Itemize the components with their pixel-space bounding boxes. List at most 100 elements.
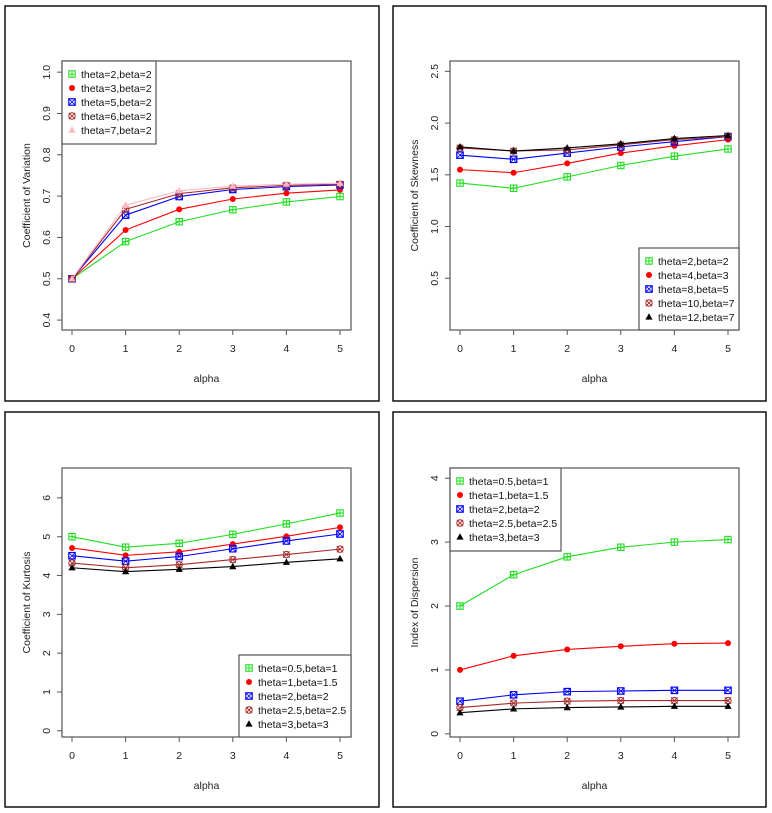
legend-item: theta=0.5,beta=1 xyxy=(245,663,338,675)
marker-ring xyxy=(245,706,253,714)
legend-marker xyxy=(456,505,464,513)
series-line xyxy=(459,148,729,189)
marker-triangle xyxy=(175,186,183,194)
data-point xyxy=(510,147,518,154)
y-tick-label: 0.9 xyxy=(41,106,53,121)
legend-marker xyxy=(245,706,253,714)
data-point xyxy=(616,687,625,695)
y-axis: 0 1 2 3 4 Index of Dispersion xyxy=(409,475,450,737)
marker-ring xyxy=(282,550,291,559)
marker-circle xyxy=(510,652,517,659)
y-tick-label: 1 xyxy=(41,689,53,695)
legend: theta=2,beta=2 theta=4,beta=3 theta=8,beta… xyxy=(638,247,740,331)
x-tick-label: 0 xyxy=(69,343,75,355)
x-tick-label: 5 xyxy=(337,750,343,762)
marker-triangle xyxy=(456,143,464,150)
x-axis-label: alpha xyxy=(582,780,608,792)
data-point xyxy=(670,134,678,142)
legend-item: theta=8,beta=5 xyxy=(645,284,729,296)
data-point xyxy=(510,705,518,712)
marker-triangle xyxy=(456,708,464,716)
legend-item: theta=10,beta=7 xyxy=(645,298,735,310)
marker-x-b xyxy=(510,155,518,163)
x-tick-label: 4 xyxy=(671,343,677,355)
legend-marker xyxy=(457,492,463,498)
legend-marker xyxy=(245,720,253,727)
legend-box xyxy=(61,60,157,145)
chart-panel-4: 0 1 2 3 4 5 alpha 0 1 2 3 4 Index of Dispersion theta… xyxy=(392,411,767,808)
plot-box xyxy=(449,467,740,738)
marker-ring xyxy=(645,299,653,307)
data-point xyxy=(457,666,463,673)
legend-item: theta=1,beta=1.5 xyxy=(457,490,549,502)
legend-item: theta=4,beta=3 xyxy=(646,270,729,282)
marker-square xyxy=(509,155,518,164)
legend-marker xyxy=(68,98,76,106)
legend: theta=0.5,beta=1 theta=1,beta=1.5 theta=2,… xyxy=(238,654,352,738)
x-tick-label: 3 xyxy=(618,750,624,762)
y-tick-label: 1.0 xyxy=(41,65,53,80)
marker-x-b xyxy=(229,545,237,553)
marker-square xyxy=(724,686,732,695)
x-tick-label: 2 xyxy=(176,750,182,762)
y-tick-label: 0.4 xyxy=(41,313,53,328)
legend-item: theta=2.5,beta=2.5 xyxy=(245,705,346,717)
y-axis: 0 1 2 3 4 5 6 Coefficient of Kurtosis xyxy=(21,495,62,734)
data-point xyxy=(509,184,518,193)
data-point xyxy=(68,563,76,571)
data-point xyxy=(176,206,183,213)
data-point xyxy=(617,643,624,650)
marker-triangle xyxy=(724,131,732,139)
marker-x-b xyxy=(336,545,344,553)
x-tick-label: 4 xyxy=(283,750,289,762)
marker-x-b xyxy=(563,697,571,705)
marker-circle xyxy=(122,227,129,234)
marker-x-b xyxy=(336,530,344,538)
marker-x-b xyxy=(245,706,253,714)
series-line xyxy=(71,526,341,556)
x-tick-label: 0 xyxy=(457,343,463,355)
data-point xyxy=(670,152,679,160)
data-point xyxy=(282,180,290,187)
x-tick-label: 1 xyxy=(511,750,517,762)
y-tick-label: 1 xyxy=(429,667,441,673)
marker-circle xyxy=(283,190,290,197)
legend-marker xyxy=(246,679,252,685)
plot-area xyxy=(456,535,732,716)
legend-marker xyxy=(245,692,253,700)
legend-label: theta=3,beta=3 xyxy=(469,532,540,544)
legend-marker xyxy=(68,70,76,78)
data-point xyxy=(509,570,518,579)
y-tick-label: 0.5 xyxy=(429,271,441,286)
y-axis-label: Coefficient of Skewness xyxy=(409,140,421,252)
marker-square xyxy=(121,211,130,219)
data-point xyxy=(457,166,463,173)
legend-label: theta=3,beta=3 xyxy=(258,719,329,731)
y-tick-label: 6 xyxy=(41,495,53,501)
data-point xyxy=(229,562,237,570)
marker-circle xyxy=(457,492,463,498)
data-point xyxy=(336,545,344,553)
data-point xyxy=(69,544,75,551)
marker-triangle xyxy=(670,702,678,709)
data-point xyxy=(510,169,517,176)
series-line xyxy=(459,134,729,152)
marker-x-b xyxy=(68,98,76,106)
chart-panel-2: 0 1 2 3 4 5 alpha 0.5 1.0 1.5 2.0 2.5 Coefficient of… xyxy=(392,5,767,402)
marker-x-b xyxy=(510,699,518,707)
series-5 xyxy=(456,131,732,154)
series-3 xyxy=(456,686,732,706)
x-axis: 0 1 2 3 4 5 alpha xyxy=(69,737,343,792)
marker-square xyxy=(509,691,518,699)
legend-box xyxy=(638,247,740,331)
marker-square xyxy=(175,552,184,561)
data-point xyxy=(175,186,183,194)
legend-marker xyxy=(68,112,76,120)
legend-item: theta=3,beta=3 xyxy=(245,719,329,731)
marker-triangle xyxy=(617,703,625,710)
x-tick-label: 3 xyxy=(230,343,236,355)
marker-circle xyxy=(457,166,463,173)
x-tick-label: 5 xyxy=(725,343,731,355)
legend-marker xyxy=(645,313,653,320)
legend-item: theta=0.5,beta=1 xyxy=(456,476,549,488)
